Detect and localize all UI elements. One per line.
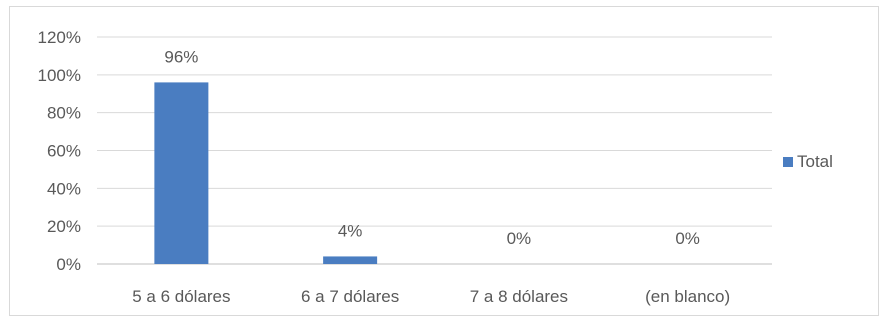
- y-tick-label: 100%: [38, 66, 81, 85]
- legend-swatch: [783, 157, 793, 167]
- y-axis-tick-labels: 0% 20% 40% 60% 80% 100% 120%: [38, 28, 81, 274]
- x-tick-label: 5 a 6 dólares: [132, 287, 230, 306]
- legend: Total: [783, 152, 833, 171]
- x-tick-label: 7 a 8 dólares: [470, 287, 568, 306]
- data-label: 4%: [338, 221, 363, 240]
- x-axis-tick-labels: 5 a 6 dólares 6 a 7 dólares 7 a 8 dólares (…: [132, 287, 730, 306]
- legend-label-total: Total: [797, 152, 833, 171]
- bars: [154, 82, 378, 265]
- y-tick-label: 80%: [47, 104, 81, 123]
- y-tick-label: 60%: [47, 142, 81, 161]
- y-tick-label: 120%: [38, 28, 81, 47]
- x-tick-label: (en blanco): [645, 287, 730, 306]
- y-tick-label: 20%: [47, 217, 81, 236]
- x-tick-label: 6 a 7 dólares: [301, 287, 399, 306]
- bar: [154, 82, 209, 265]
- data-label: 0%: [675, 229, 700, 248]
- data-labels: 96% 4% 0% 0%: [164, 47, 700, 248]
- data-label: 0%: [507, 229, 532, 248]
- y-tick-label: 0%: [56, 255, 81, 274]
- y-tick-label: 40%: [47, 179, 81, 198]
- data-label: 96%: [164, 47, 198, 66]
- gridlines: [97, 36, 772, 265]
- bar: [323, 256, 378, 264]
